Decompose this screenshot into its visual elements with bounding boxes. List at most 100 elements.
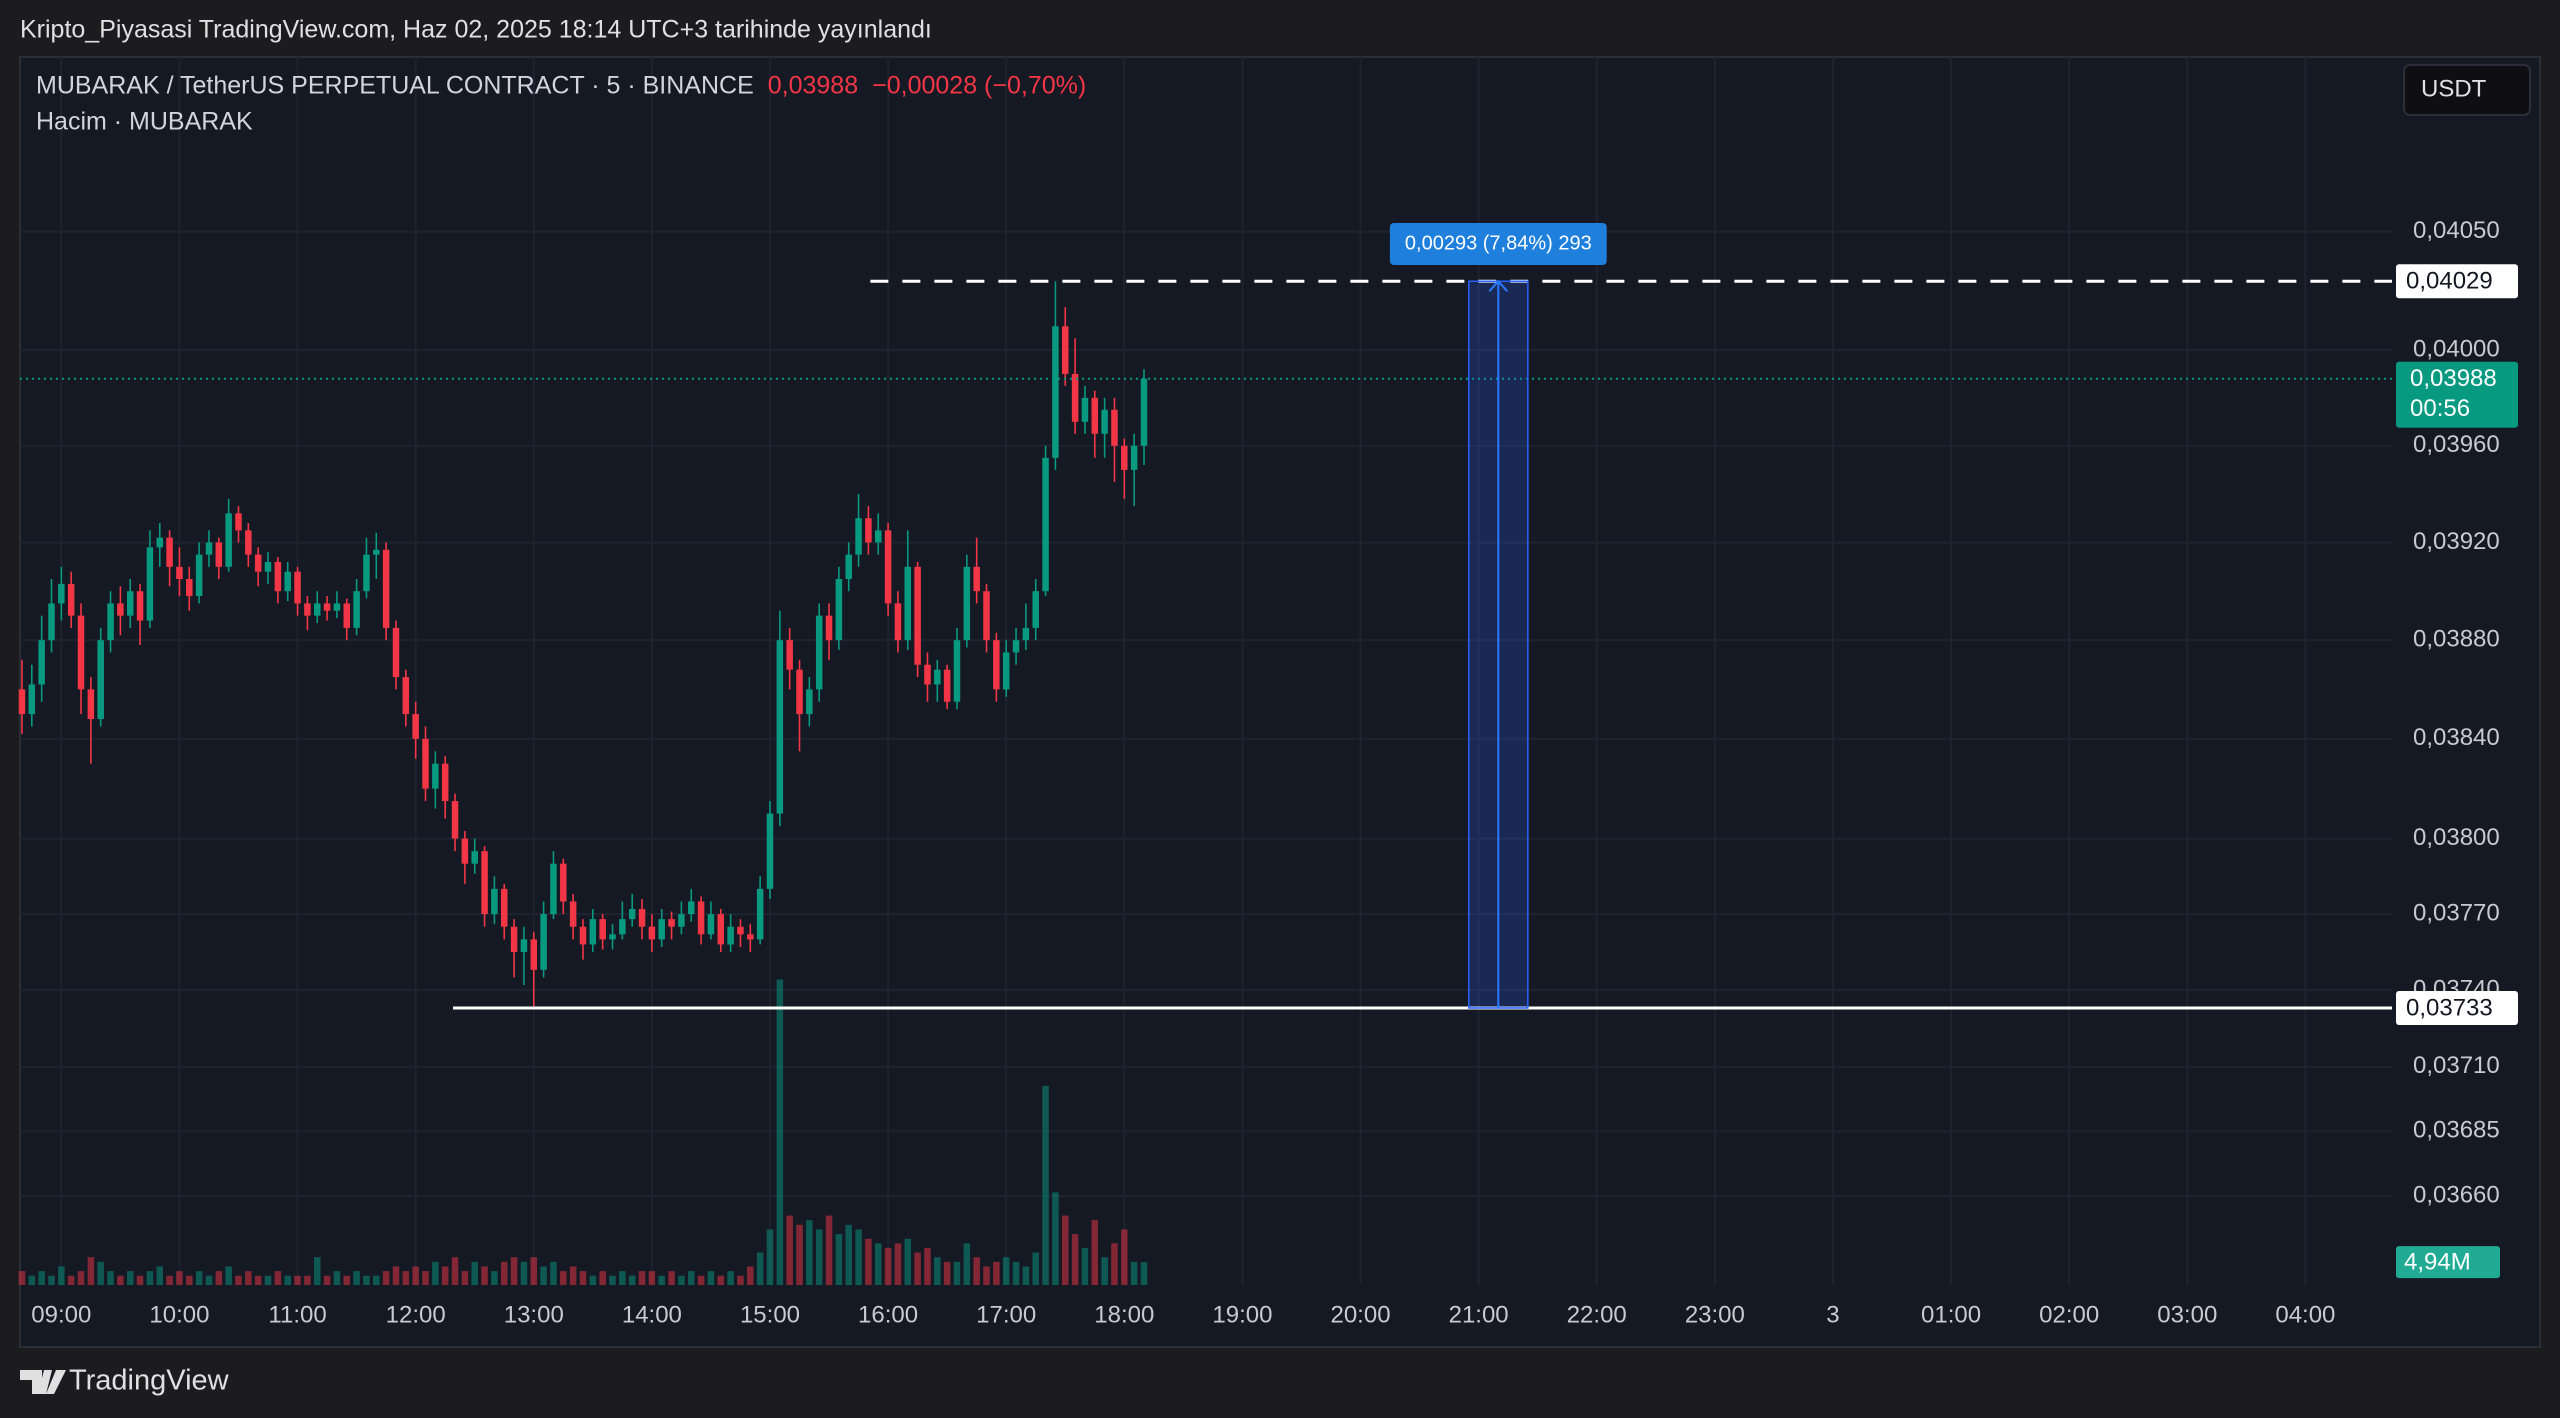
volume-bar [747, 1266, 754, 1285]
candle-body [500, 888, 508, 927]
volume-bar [727, 1271, 734, 1285]
candle-body [943, 669, 951, 702]
candle-body [304, 603, 311, 616]
candle-body [333, 603, 341, 611]
candle-body [658, 919, 665, 940]
volume-bar [245, 1271, 252, 1285]
volume-bar [550, 1261, 557, 1285]
logo-icon [20, 1370, 66, 1394]
candle-body [1042, 457, 1049, 592]
volume-bar [205, 1275, 213, 1285]
volume-bar [865, 1238, 872, 1285]
volume-bar [500, 1261, 508, 1285]
volume-bar [313, 1257, 321, 1285]
volume-bar [599, 1271, 606, 1285]
volume-bar [87, 1257, 95, 1285]
volume-bar [491, 1271, 498, 1285]
candle-body [274, 561, 282, 592]
candle-body [432, 763, 439, 789]
volume-bar [156, 1266, 164, 1285]
candle-body [717, 914, 725, 945]
y-tick-label: 0,03770 [2413, 899, 2500, 926]
candle-body [146, 547, 154, 621]
candle-body [973, 566, 980, 592]
candle-body [1062, 326, 1069, 374]
price-tag-label: 0,04029 [2406, 268, 2493, 295]
volume-bar [835, 1234, 843, 1285]
volume-bar [1101, 1257, 1108, 1285]
volume-bar [1002, 1257, 1010, 1285]
candle-body [1140, 378, 1148, 446]
volume-bar [1032, 1252, 1039, 1285]
volume-bar [845, 1224, 852, 1285]
candle-body [825, 615, 833, 641]
volume-bar [589, 1275, 597, 1285]
candle-body [87, 689, 95, 720]
candle-body [904, 566, 912, 641]
currency-label[interactable]: USDT [2421, 75, 2487, 102]
header-text: Kripto_Piyasasi TradingView.com, Haz 02,… [20, 16, 932, 44]
candle-body [737, 926, 744, 935]
volume-bar [530, 1257, 538, 1285]
volume-bar [776, 979, 784, 1285]
candle-body [924, 664, 931, 685]
candle-body [117, 603, 124, 616]
volume-bar [412, 1266, 419, 1285]
candle-body [284, 571, 291, 592]
candle-body [18, 689, 26, 715]
candle-body [353, 591, 360, 628]
x-tick-label: 09:00 [31, 1301, 91, 1328]
volume-bar [304, 1275, 311, 1285]
candle-body [756, 888, 764, 940]
x-tick-label: 23:00 [1685, 1301, 1745, 1328]
candle-body [668, 919, 675, 927]
volume-bar [402, 1271, 410, 1285]
y-tick-label: 0,03880 [2413, 626, 2500, 653]
candle-body [412, 714, 419, 739]
volume-bar [914, 1252, 921, 1285]
volume-bar [825, 1215, 833, 1285]
candle-body [687, 901, 695, 915]
volume-bar [1071, 1234, 1079, 1285]
x-tick-label: 03:00 [2157, 1301, 2217, 1328]
y-tick-label: 0,03685 [2413, 1117, 2500, 1144]
symbol-title: MUBARAK / TetherUS PERPETUAL CONTRACT · … [36, 72, 754, 100]
candle-body [126, 591, 134, 616]
currency-button[interactable] [2403, 64, 2531, 116]
candle-body [481, 851, 488, 915]
volume-bar [520, 1261, 528, 1285]
candle-body [875, 530, 882, 543]
candle-body [225, 513, 232, 567]
candle-body [422, 738, 429, 789]
candle-body [363, 554, 370, 592]
volume-bar [510, 1257, 518, 1285]
volume-bar [284, 1275, 291, 1285]
candle-body [205, 542, 213, 555]
x-tick-label: 17:00 [976, 1301, 1036, 1328]
candle-body [1121, 445, 1128, 470]
volume-bar [1022, 1266, 1030, 1285]
candle-body [1022, 627, 1030, 641]
y-tick-label: 0,03710 [2413, 1052, 2500, 1079]
candle-body [845, 554, 852, 579]
candle-body [766, 813, 774, 889]
volume-bar [786, 1215, 793, 1285]
volume-bar [855, 1229, 862, 1285]
volume-bar [1091, 1220, 1099, 1285]
candle-body [609, 934, 616, 940]
candle-body [678, 914, 685, 927]
last-price-tag [2396, 361, 2518, 428]
y-tick-label: 0,03840 [2413, 724, 2500, 751]
y-tick-label: 0,03660 [2413, 1181, 2500, 1208]
volume-bar [373, 1275, 380, 1285]
volume-bar [18, 1271, 26, 1285]
volume-bar [569, 1266, 577, 1285]
last-price-tag-label: 0,03988 [2410, 365, 2497, 392]
candle-body [963, 566, 971, 641]
volume-bar [540, 1266, 547, 1285]
candle-body [894, 603, 902, 641]
candle-body [441, 763, 449, 802]
candle-body [993, 640, 1000, 690]
measure-label-box [1389, 223, 1607, 265]
